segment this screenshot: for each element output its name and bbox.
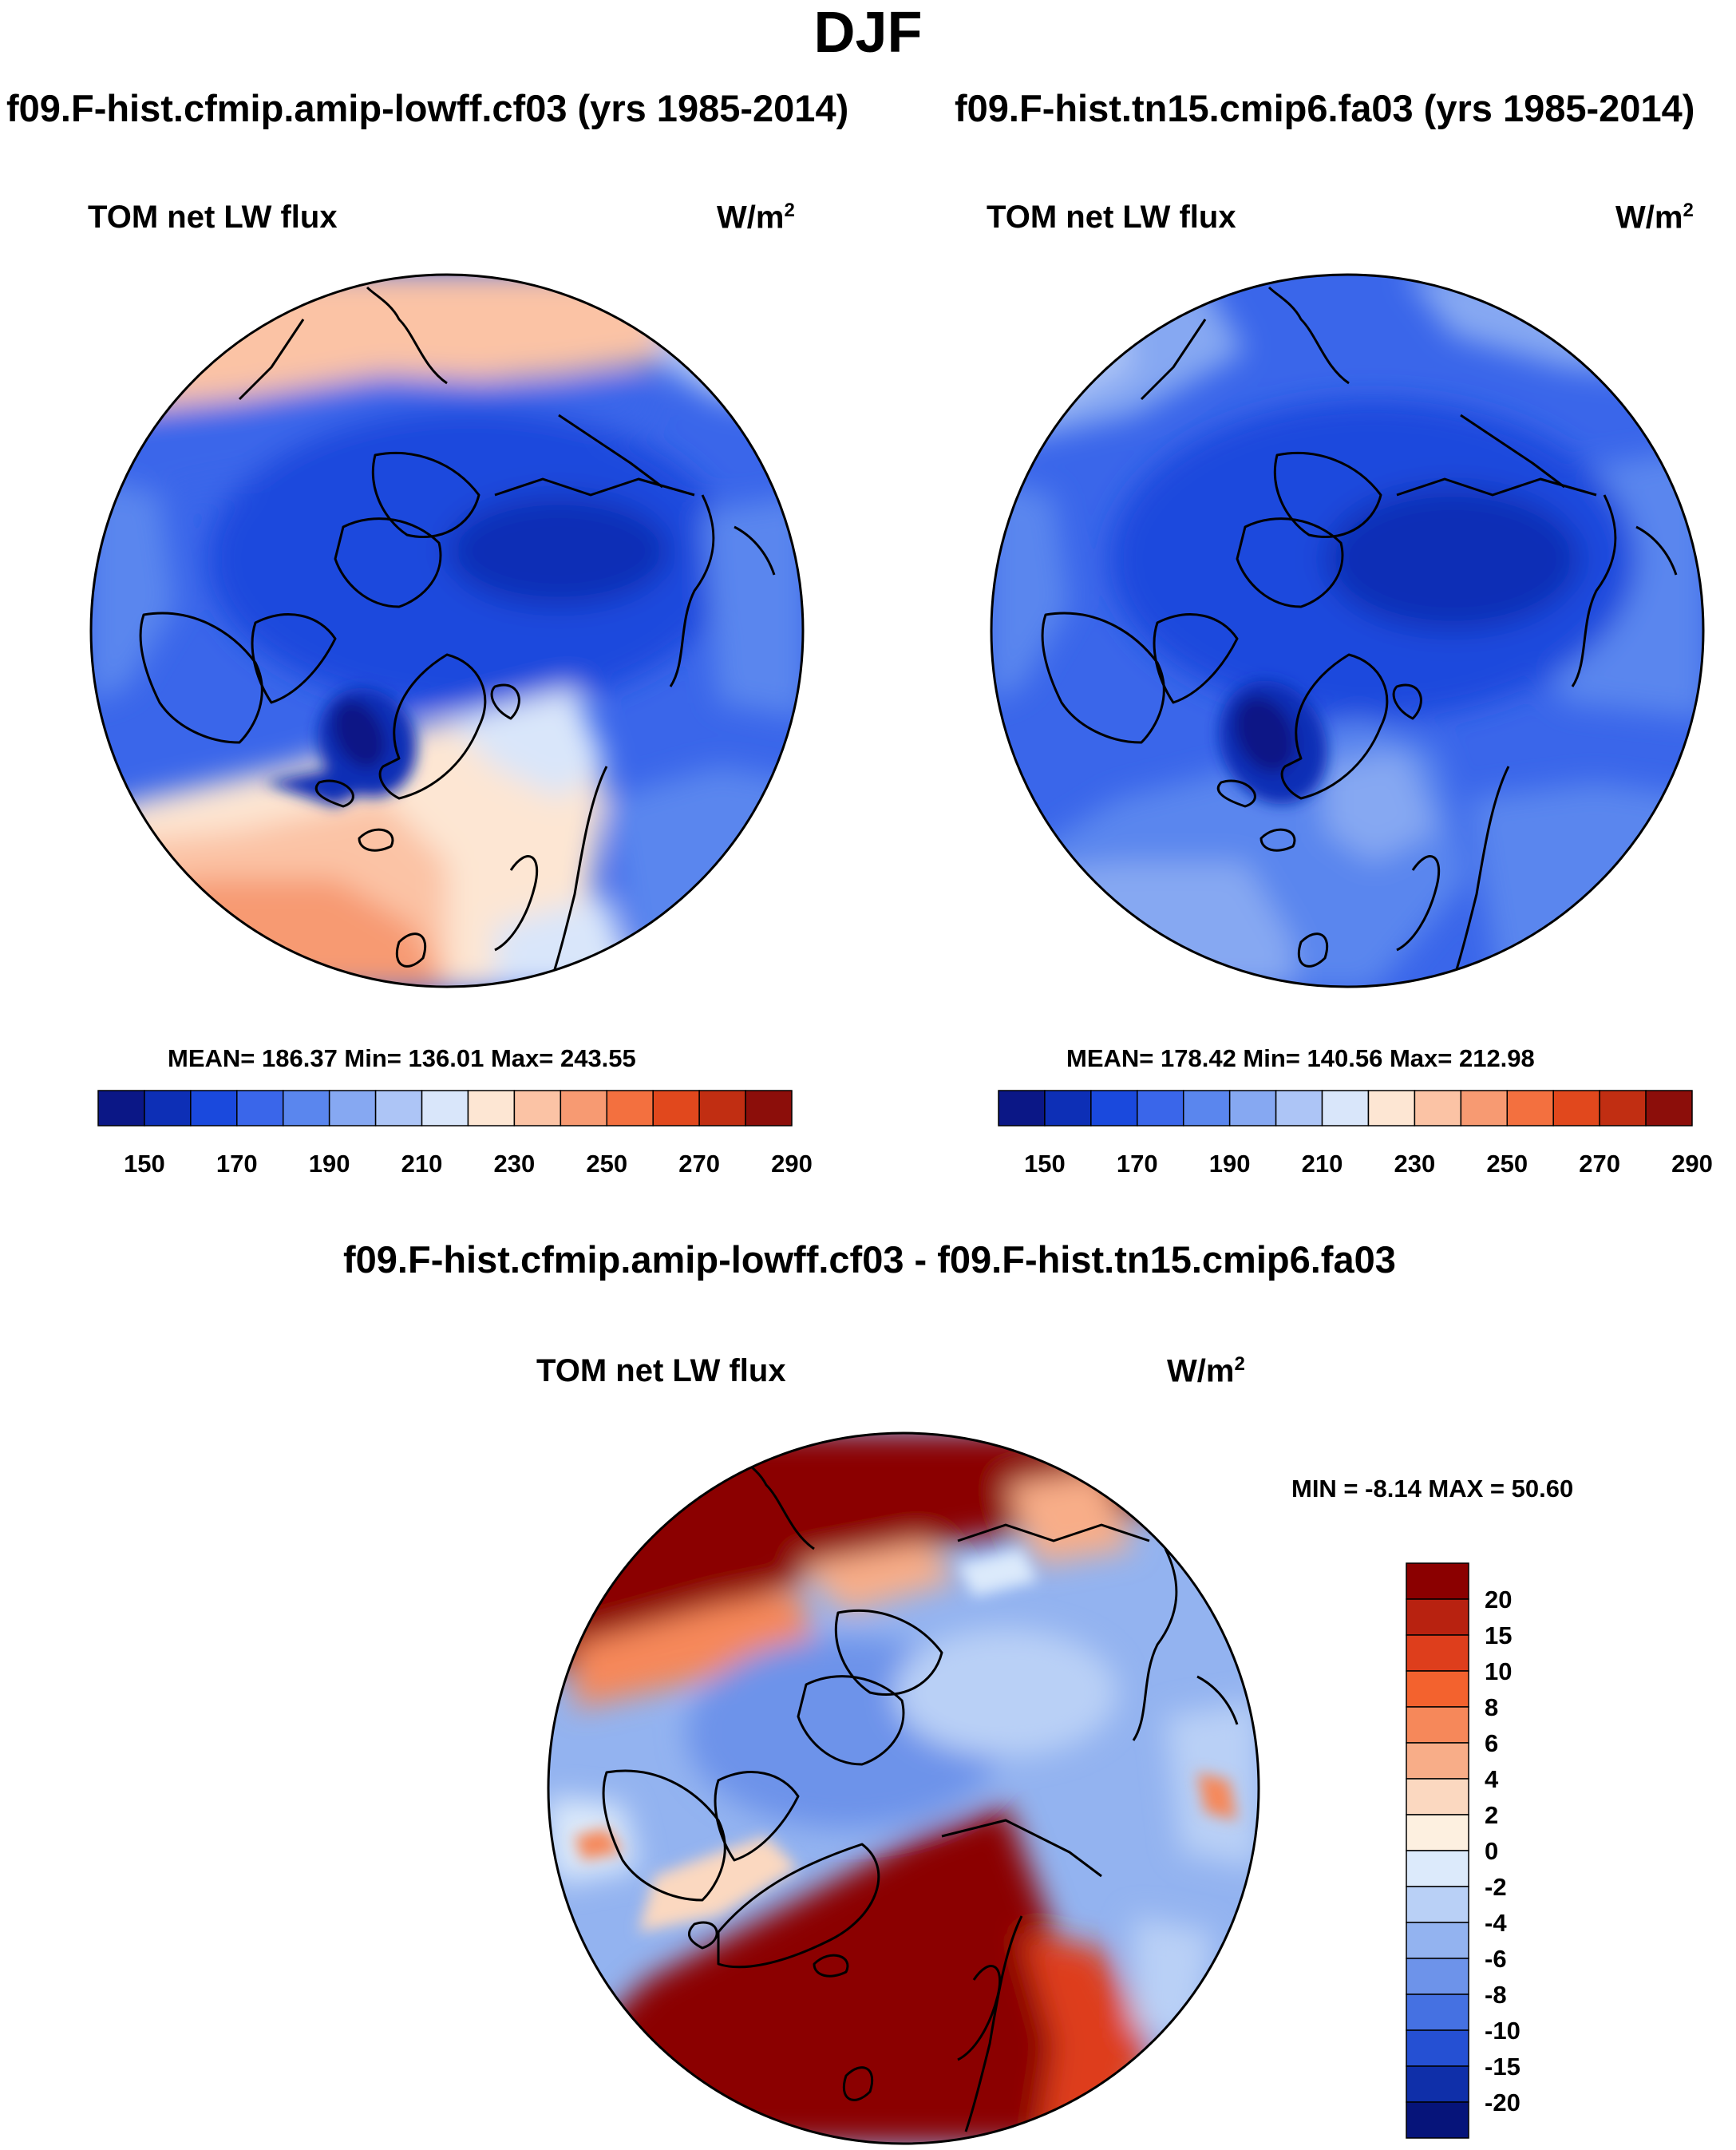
- colorbar-difference-tick-label: 2: [1485, 1801, 1498, 1829]
- colorbar-right-tick-label: 170: [1117, 1150, 1158, 1178]
- colorbar-difference-swatch: [1406, 1886, 1469, 1923]
- colorbar-left-swatch: [328, 1090, 377, 1126]
- colorbar-right-swatch: [1044, 1090, 1092, 1126]
- colorbar-difference-swatch: [1406, 1742, 1469, 1780]
- colorbar-right-swatch: [1645, 1090, 1693, 1126]
- stats-left: MEAN= 186.37 Min= 136.01 Max= 243.55: [168, 1044, 636, 1072]
- colorbar-difference-swatch: [1406, 2065, 1469, 2103]
- colorbar-right-swatch: [1228, 1090, 1277, 1126]
- colorbar-right-swatch: [1460, 1090, 1509, 1126]
- colorbar-difference-swatch: [1406, 1598, 1469, 1636]
- colorbar-difference-swatch: [1406, 2029, 1469, 2067]
- colorbar-right-swatch: [1506, 1090, 1554, 1126]
- colorbar-left-swatch: [467, 1090, 516, 1126]
- colorbar-difference-tick-label: 10: [1485, 1657, 1512, 1685]
- colorbar-difference-tick-label: -2: [1485, 1873, 1507, 1901]
- colorbar-left-swatch: [560, 1090, 608, 1126]
- difference-title: f09.F-hist.cfmip.amip-lowff.cf03 - f09.F…: [343, 1238, 1396, 1281]
- colorbar-difference-tick-label: 4: [1485, 1765, 1499, 1793]
- panel-variable-diff: TOM net LW flux: [536, 1353, 786, 1388]
- colorbar-difference-tick-label: -8: [1485, 1981, 1507, 2009]
- colorbar-difference-swatch: [1406, 1814, 1469, 1851]
- colorbar-left-swatch: [513, 1090, 562, 1126]
- colorbar-right-tick-label: 270: [1579, 1150, 1620, 1178]
- panel-variable-left: TOM net LW flux: [88, 200, 338, 235]
- colorbar-difference-swatch: [1406, 2101, 1469, 2139]
- colorbar-difference-swatch: [1406, 1634, 1469, 1672]
- colorbar-right-swatch: [1182, 1090, 1231, 1126]
- colorbar-left-swatch: [97, 1090, 145, 1126]
- colorbar-difference-tick-label: -20: [1485, 2089, 1520, 2116]
- colorbar-difference-swatch: [1406, 1562, 1469, 1600]
- stats-diff: MIN = -8.14 MAX = 50.60: [1291, 1475, 1574, 1503]
- colorbar-right-tick-label: 230: [1394, 1150, 1436, 1178]
- map-left: [89, 273, 805, 988]
- colorbar-difference-swatch: [1406, 1958, 1469, 1995]
- colorbar-right-swatch: [1414, 1090, 1462, 1126]
- colorbar-left-swatch: [698, 1090, 746, 1126]
- colorbar-difference-tick-label: -4: [1485, 1909, 1507, 1937]
- colorbar-left-swatch: [236, 1090, 284, 1126]
- map-right: [990, 273, 1705, 988]
- colorbar-left-tick-label: 210: [401, 1150, 443, 1178]
- colorbar-left-swatch: [745, 1090, 793, 1126]
- colorbar-right-tick-label: 250: [1486, 1150, 1528, 1178]
- panel-units-left: W/m2: [717, 200, 795, 236]
- colorbar-difference-swatch: [1406, 1706, 1469, 1744]
- colorbar-right-swatch: [1321, 1090, 1370, 1126]
- colorbar-left-swatch: [606, 1090, 654, 1126]
- colorbar-right: 150 170 190 210 230 250 270 290: [998, 1090, 1713, 1178]
- colorbar-left-tick-label: 150: [124, 1150, 165, 1178]
- colorbar-right-tick-label: 150: [1024, 1150, 1066, 1178]
- colorbar-right-tick-label: 190: [1209, 1150, 1251, 1178]
- colorbar-right-swatch: [1275, 1090, 1323, 1126]
- colorbar-right-swatch: [1137, 1090, 1184, 1126]
- colorbar-difference-tick-label: 8: [1485, 1693, 1498, 1721]
- colorbar-left-tick-label: 190: [309, 1150, 350, 1178]
- colorbar-difference-tick-label: -10: [1485, 2017, 1520, 2045]
- colorbar-left-swatch: [374, 1090, 423, 1126]
- colorbar-left-tick-label: 290: [771, 1150, 813, 1178]
- stats-right: MEAN= 178.42 Min= 140.56 Max= 212.98: [1066, 1044, 1535, 1072]
- colorbar-left-tick-label: 270: [678, 1150, 720, 1178]
- colorbar-left-swatch: [421, 1090, 469, 1126]
- colorbar-right-swatch: [1599, 1090, 1647, 1126]
- colorbar-difference-swatch: [1406, 1850, 1469, 1887]
- panel-units-diff: W/m2: [1167, 1353, 1245, 1389]
- colorbar-right-tick-label: 210: [1302, 1150, 1343, 1178]
- colorbar-left-swatch: [190, 1090, 238, 1126]
- colorbar-difference-tick-label: 0: [1485, 1837, 1498, 1865]
- colorbar-difference-swatch: [1406, 1670, 1469, 1708]
- colorbar-difference-swatch: [1406, 1778, 1469, 1815]
- figure-title: DJF: [813, 1, 923, 65]
- map-difference: [547, 1431, 1260, 2145]
- colorbar-left-swatch: [282, 1090, 330, 1126]
- colorbar-difference-tick-label: 20: [1485, 1586, 1512, 1613]
- colorbar-left-tick-label: 250: [586, 1150, 627, 1178]
- colorbar-right-swatch: [1367, 1090, 1416, 1126]
- colorbar-left-tick-label: 230: [494, 1150, 536, 1178]
- colorbar-right-swatch: [1090, 1090, 1138, 1126]
- colorbar-difference-tick-label: 15: [1485, 1621, 1512, 1649]
- case-title-right: f09.F-hist.tn15.cmip6.fa03 (yrs 1985-201…: [955, 87, 1695, 129]
- panel-variable-right: TOM net LW flux: [987, 200, 1236, 235]
- colorbar-right-swatch: [998, 1090, 1046, 1126]
- panel-units-right: W/m2: [1615, 200, 1694, 236]
- colorbar-right-tick-label: 290: [1671, 1150, 1713, 1178]
- colorbar-difference-tick-label: -15: [1485, 2053, 1520, 2081]
- colorbar-difference-tick-label: 6: [1485, 1729, 1498, 1757]
- case-title-left: f09.F-hist.cfmip.amip-lowff.cf03 (yrs 19…: [6, 87, 849, 129]
- colorbar-left-swatch: [144, 1090, 192, 1126]
- colorbar-left-tick-label: 170: [216, 1150, 258, 1178]
- colorbar-difference-tick-label: -6: [1485, 1945, 1507, 1973]
- colorbar-difference-swatch: [1406, 1994, 1469, 2031]
- colorbar-left: 150 170 190 210 230 250 270 290: [97, 1090, 813, 1178]
- colorbar-left-swatch: [652, 1090, 700, 1126]
- colorbar-difference-swatch: [1406, 1922, 1469, 1959]
- colorbar-right-swatch: [1552, 1090, 1600, 1126]
